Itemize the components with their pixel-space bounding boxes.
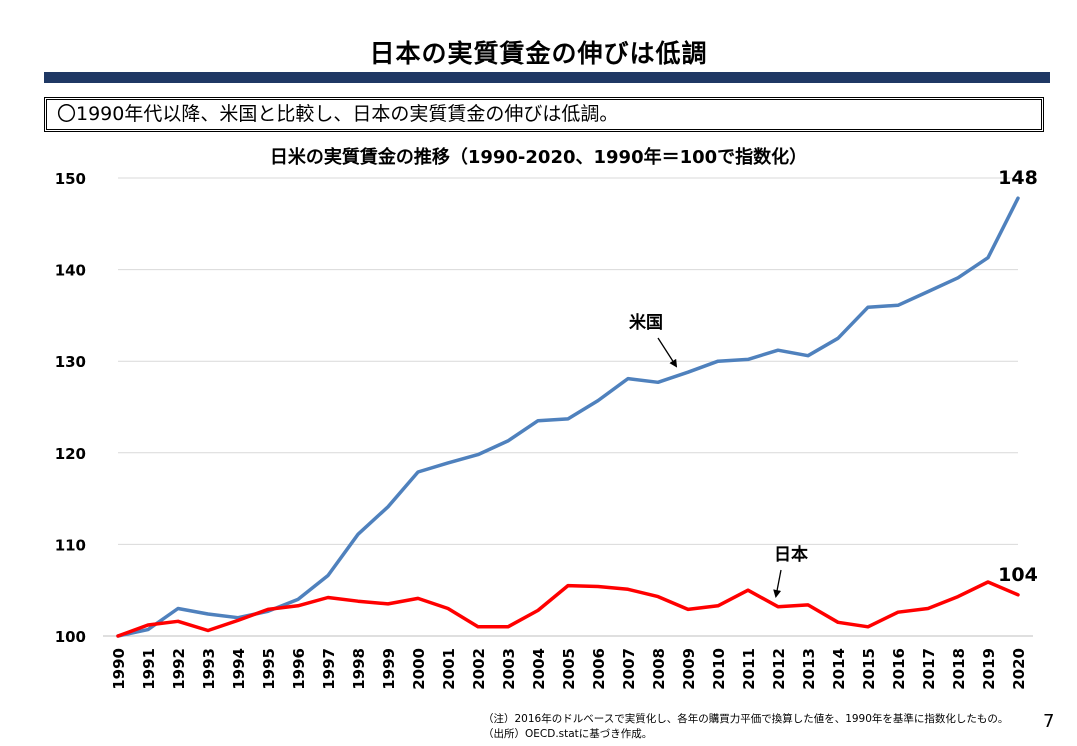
x-tick-label: 2006: [590, 648, 608, 690]
us-end-value-label: 148: [998, 167, 1038, 189]
x-tick-label: 1998: [350, 648, 368, 690]
y-axis-tick-labels: 100 110 120 130 140 150: [55, 170, 86, 646]
grid-lines: [118, 177, 1018, 545]
x-tick-label: 2017: [920, 648, 938, 690]
x-tick-label: 2003: [500, 648, 518, 690]
x-tick-label: 2019: [980, 648, 998, 690]
y-tick-label: 130: [55, 353, 86, 371]
x-tick-label: 2008: [650, 648, 668, 690]
y-tick-label: 100: [55, 628, 86, 646]
japan-series-line: [116, 580, 1020, 638]
x-tick-label: 2015: [860, 648, 878, 690]
x-tick-label: 1993: [200, 648, 218, 690]
y-tick-label: 150: [55, 170, 86, 188]
x-tick-label: 2007: [620, 648, 638, 690]
x-tick-label: 1997: [320, 648, 338, 690]
x-tick-label: 2002: [470, 648, 488, 690]
page-number: 7: [1043, 711, 1055, 732]
chart-title: 日米の実質賃金の推移（1990-2020、1990年＝100で指数化）: [269, 147, 808, 168]
slide-title: 日本の実質賃金の伸びは低調: [369, 39, 708, 68]
x-tick-label: 1992: [170, 648, 188, 690]
x-tick-label: 1999: [380, 648, 398, 690]
japan-end-value-label: 104: [998, 564, 1038, 586]
footnote-note: （注）2016年のドルベースで実質化し、各年の購買力平価で換算した値を、1990…: [483, 713, 1009, 725]
x-tick-label: 2016: [890, 648, 908, 690]
x-tick-label: 2001: [440, 648, 458, 690]
x-tick-label: 1991: [140, 648, 158, 690]
summary-box: 〇1990年代以降、米国と比較し、日本の実質賃金の伸びは低調。: [44, 97, 1044, 132]
japan-callout-arrow: [773, 569, 782, 598]
x-tick-label: 2014: [830, 648, 848, 690]
x-tick-label: 1994: [230, 648, 248, 690]
title-underline-bar: [44, 72, 1050, 83]
japan-series-label: 日本: [774, 544, 808, 565]
x-tick-label: 2010: [710, 648, 728, 690]
y-tick-label: 120: [55, 445, 86, 463]
y-tick-label: 140: [55, 262, 86, 280]
us-series-label: 米国: [629, 312, 663, 333]
x-tick-label: 2018: [950, 648, 968, 690]
series-lines: [116, 196, 1020, 638]
x-tick-label: 2013: [800, 648, 818, 690]
us-series-line: [116, 196, 1020, 638]
x-axis-tick-labels: 1990 1991 1992 1993 1994 1995 1996 1997 1998 1999…: [110, 648, 1028, 690]
y-tick-label: 110: [55, 536, 86, 554]
x-tick-label: 2005: [560, 648, 578, 690]
x-tick-label: 2009: [680, 648, 698, 690]
footnote-source: （出所）OECD.statに基づき作成。: [483, 728, 653, 740]
x-tick-label: 1990: [110, 648, 128, 690]
x-tick-label: 2000: [410, 648, 428, 690]
x-tick-label: 1995: [260, 648, 278, 690]
x-tick-label: 2020: [1010, 648, 1028, 690]
x-tick-label: 2012: [770, 648, 788, 690]
x-tick-label: 2011: [740, 648, 758, 690]
us-callout-arrow: [657, 337, 678, 368]
x-tick-label: 1996: [290, 648, 308, 690]
x-tick-label: 2004: [530, 648, 548, 690]
